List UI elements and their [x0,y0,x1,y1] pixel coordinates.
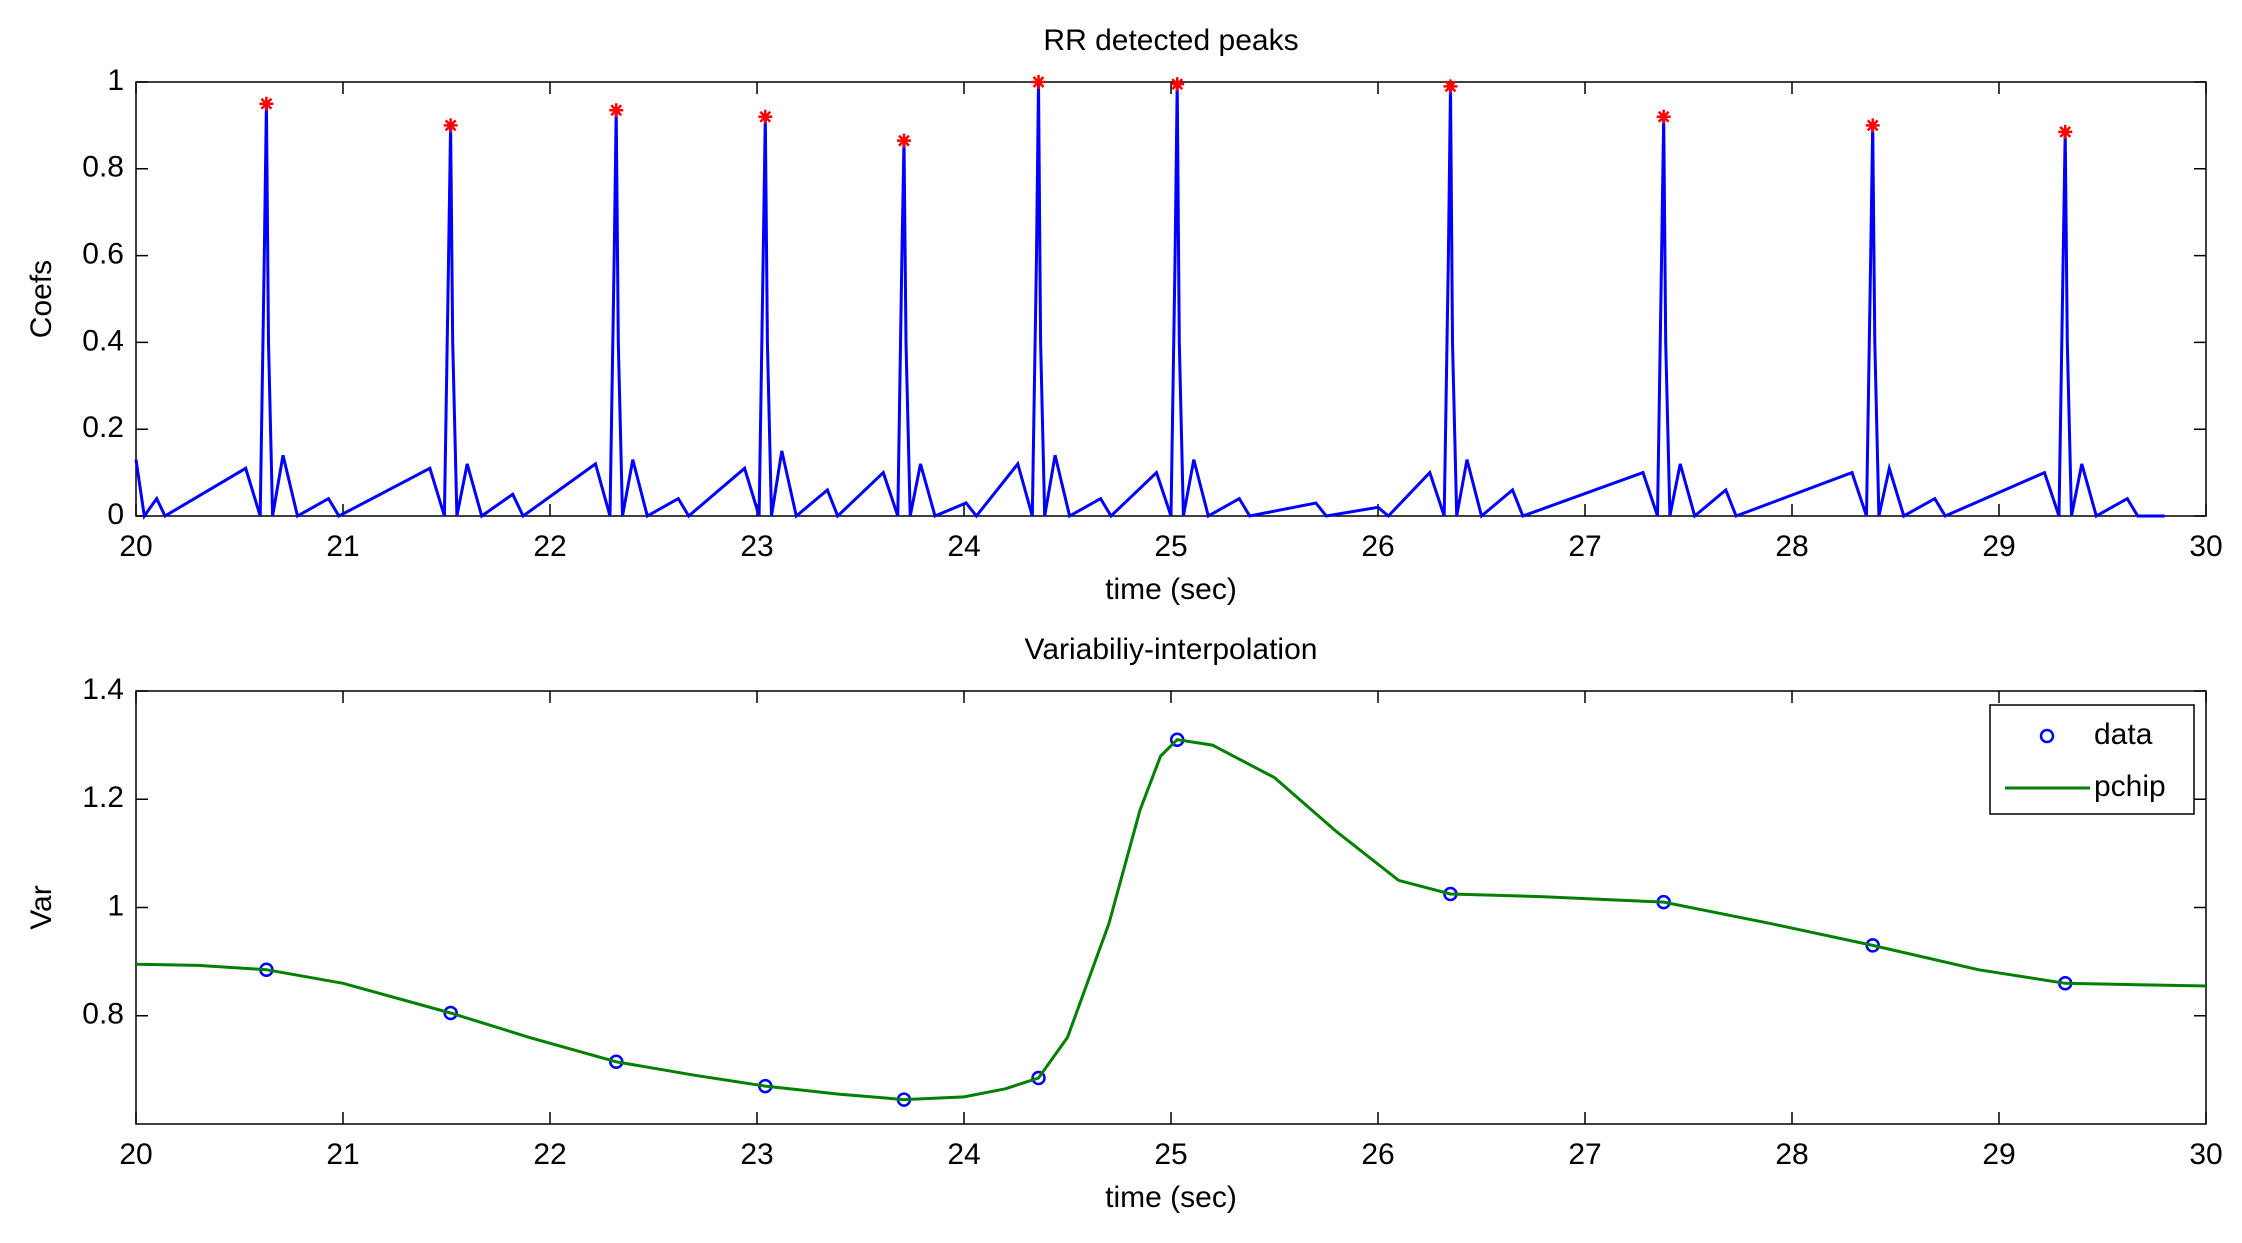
x-tick-label: 28 [1775,530,1808,563]
peak-marker [896,133,911,148]
x-tick-label: 25 [1154,1138,1187,1171]
x-tick-label: 25 [1154,530,1187,563]
peak-marker [259,96,274,111]
x-axis-label: time (sec) [1105,1181,1237,1214]
y-tick-label: 1.2 [82,781,124,814]
data-point [443,1005,458,1021]
legend-label: data [2094,718,2153,751]
peak-marker [758,109,773,124]
x-tick-label: 30 [2189,1138,2222,1171]
x-tick-label: 30 [2189,530,2222,563]
x-tick-label: 22 [533,1138,566,1171]
plot-area [135,690,2207,1125]
y-tick-label: 0.8 [82,151,124,184]
y-tick-label: 0 [107,498,124,531]
data-point [1031,1070,1046,1086]
x-tick-label: 23 [740,1138,773,1171]
legend-box [1989,704,2195,815]
x-tick-label: 27 [1568,530,1601,563]
x-tick-label: 21 [326,530,359,563]
x-axis-label: time (sec) [1105,573,1237,606]
peak-marker [443,118,458,133]
x-tick-label: 22 [533,530,566,563]
y-tick-label: 1 [107,889,124,922]
peak-marker [1170,77,1185,92]
x-tick-label: 26 [1361,1138,1394,1171]
peak-marker [2058,124,2073,139]
y-tick-label: 0.8 [82,998,124,1031]
series-line [135,738,2207,1102]
y-tick-label: 0.2 [82,411,124,444]
y-tick-label: 1.4 [82,673,124,706]
peak-marker [1443,79,1458,94]
x-tick-label: 29 [1982,1138,2015,1171]
x-tick-label: 27 [1568,1138,1601,1171]
chart-title: Variabiliy-interpolation [1025,633,1318,666]
x-tick-label: 24 [947,530,980,563]
legend-marker [2039,728,2055,744]
y-axis-label: Var [25,885,58,929]
peak-marker [1656,109,1671,124]
x-tick-label: 21 [326,1138,359,1171]
legend-label: pchip [2094,770,2166,803]
chart-title: RR detected peaks [1043,24,1298,57]
x-tick-label: 23 [740,530,773,563]
x-tick-label: 20 [119,1138,152,1171]
series-line [134,81,2165,520]
x-tick-label: 26 [1361,530,1394,563]
y-tick-label: 0.6 [82,238,124,271]
peak-marker [609,103,624,118]
x-tick-label: 24 [947,1138,980,1171]
y-tick-label: 1 [107,64,124,97]
peak-marker [1865,118,1880,133]
x-tick-label: 29 [1982,530,2015,563]
series-layer [134,75,2165,520]
y-tick-label: 0.4 [82,324,124,357]
y-axis-label: Coefs [25,260,58,338]
series-layer [135,732,2207,1107]
x-tick-label: 28 [1775,1138,1808,1171]
peak-marker [1031,75,1046,89]
x-tick-label: 20 [119,530,152,563]
